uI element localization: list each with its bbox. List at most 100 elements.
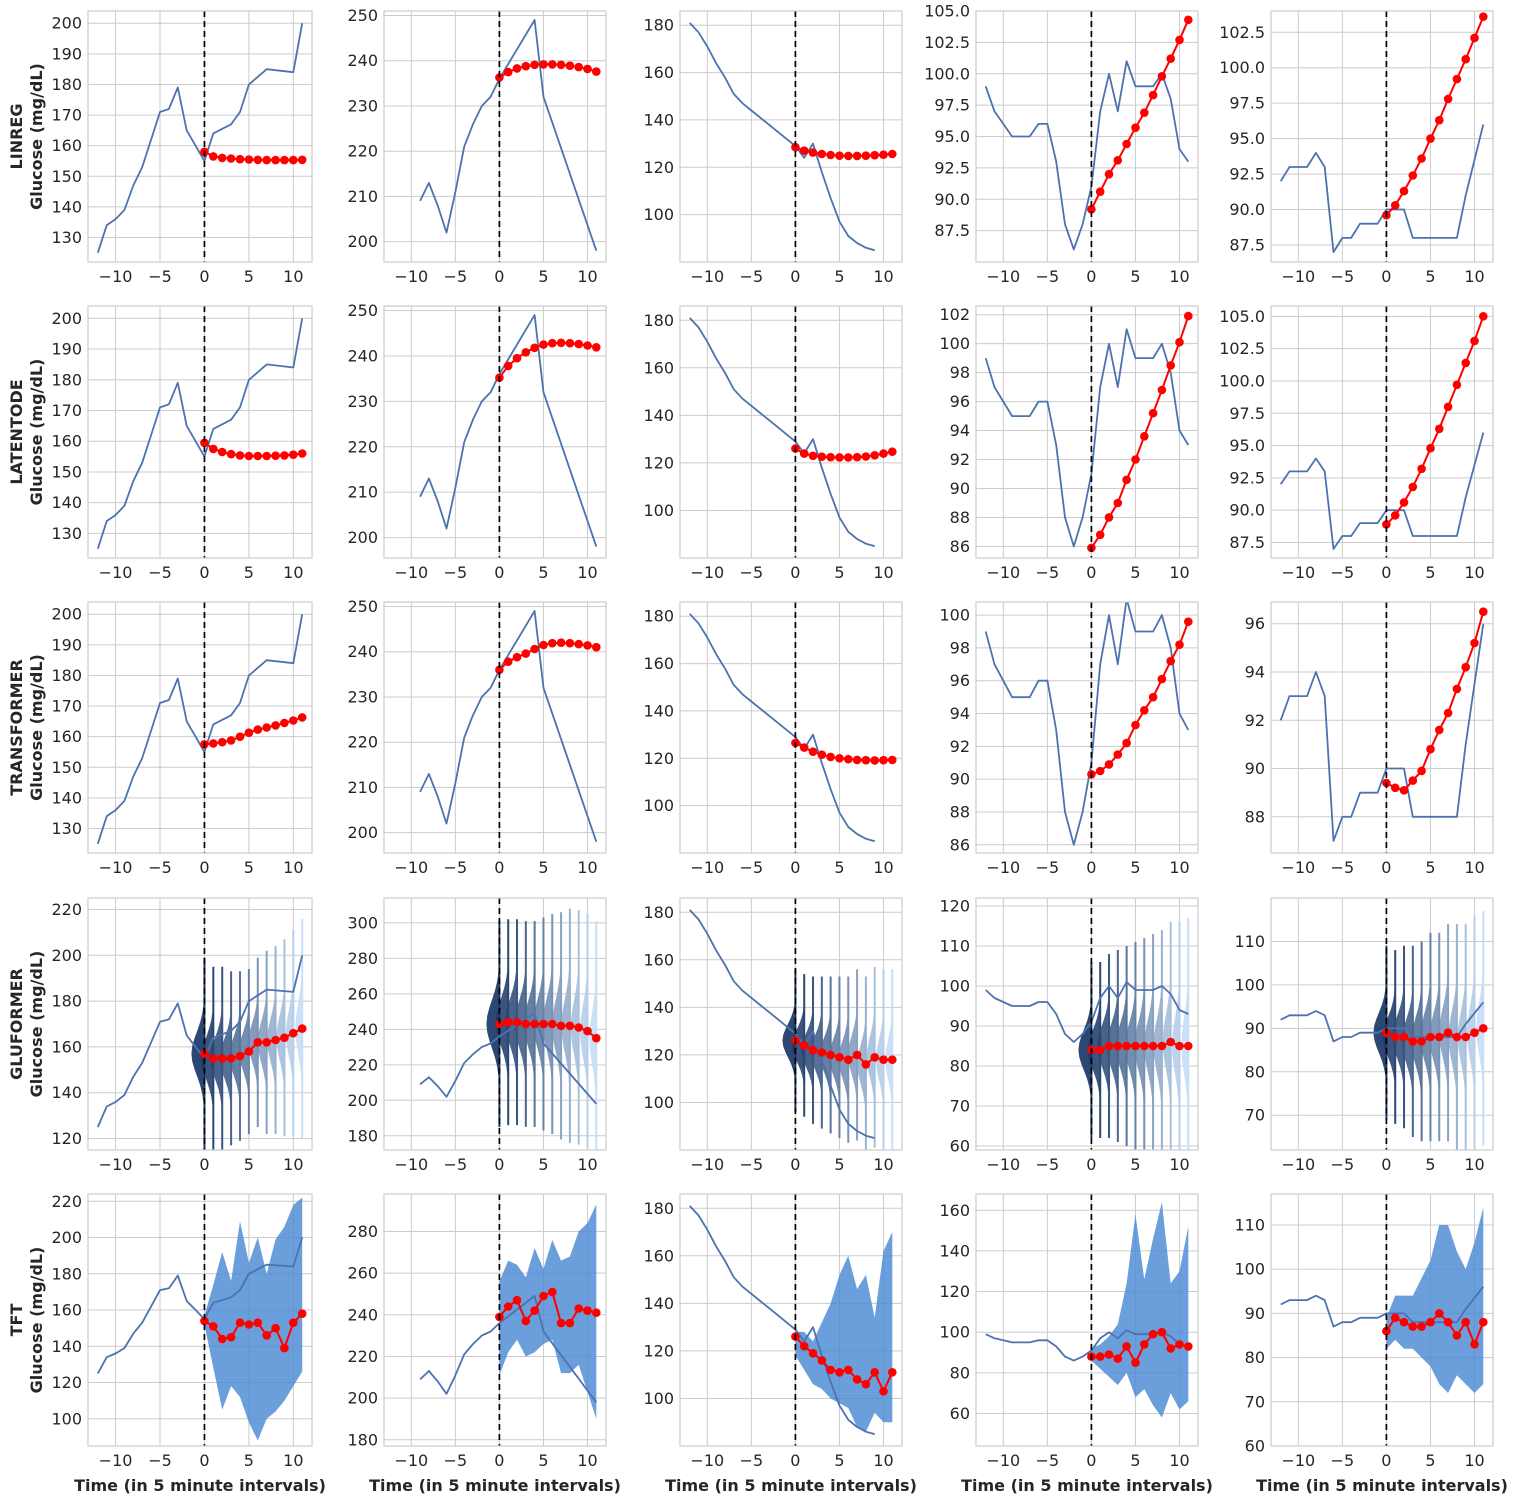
forecast-point: [280, 451, 289, 460]
forecast-point: [817, 452, 827, 462]
x-tick-label: −5: [148, 1451, 172, 1470]
actual-glucose-line: [1280, 1286, 1485, 1328]
forecast-points: [200, 1024, 307, 1063]
forecast-point: [1175, 640, 1184, 649]
forecast-point: [826, 1365, 835, 1375]
x-tick-label: −5: [444, 1155, 468, 1174]
y-tick-label: 102.5: [1219, 23, 1265, 42]
actual-glucose-line: [419, 19, 598, 251]
forecast-point: [565, 1021, 575, 1031]
forecast-point: [879, 1055, 888, 1064]
forecast-point: [1184, 1041, 1193, 1051]
x-tick-label: 0: [790, 563, 800, 582]
forecast-point: [1461, 1317, 1470, 1327]
y-tick-labels: 180 200 220 240 260 280 300: [347, 913, 378, 1145]
forecast-point: [817, 1048, 827, 1057]
forecast-point: [1166, 361, 1175, 370]
y-tick-label: 100: [939, 977, 970, 996]
forecast-point: [1461, 1032, 1470, 1042]
x-tick-label: 5: [1130, 858, 1140, 877]
y-tick-labels: 100 120 140 160 180: [643, 607, 674, 815]
forecast-point: [1166, 54, 1175, 63]
y-tick-label: 100: [643, 1093, 674, 1112]
x-tick-label: 5: [538, 563, 548, 582]
forecast-point: [1140, 1041, 1149, 1051]
forecast-point: [226, 1332, 236, 1342]
forecast-point: [888, 447, 897, 457]
forecast-point: [1113, 156, 1123, 165]
y-tick-label: 100: [643, 796, 674, 815]
y-tick-label: 190: [51, 44, 82, 63]
forecast-point: [1113, 750, 1123, 759]
panel-frame: [383, 897, 607, 1151]
forecast-point: [1184, 311, 1193, 321]
y-tick-labels: 86 88 90 92 94 96 98 100: [939, 606, 970, 855]
forecast-point: [1104, 513, 1114, 522]
x-tick-label: 0: [199, 1451, 209, 1470]
forecast-point: [1148, 1041, 1158, 1051]
forecast-point: [280, 1033, 289, 1042]
y-tick-label: 190: [51, 635, 82, 654]
y-tick-label: 200: [51, 1228, 82, 1247]
forecast-point: [503, 361, 513, 371]
violin-step-0: [1373, 945, 1387, 1120]
forecast-line: [1090, 315, 1190, 549]
y-tick-label: 92.5: [1229, 468, 1265, 487]
y-tick-label: 200: [347, 1091, 378, 1110]
x-tick-label: 0: [1381, 1155, 1391, 1174]
violin-step-1: [791, 974, 805, 1117]
forecast-point: [1148, 692, 1158, 702]
violin-step-0: [486, 921, 500, 1127]
plot-area: [984, 15, 1193, 251]
y-tick-label: 100: [939, 334, 970, 353]
x-tick-label: −10: [394, 1451, 428, 1470]
forecast-point: [1461, 54, 1470, 64]
y-tick-label: 96: [950, 392, 970, 411]
x-tick-label: −10: [690, 1451, 724, 1470]
forecast-point: [548, 1019, 557, 1029]
forecast-point: [539, 1291, 548, 1301]
y-tick-label: 160: [643, 358, 674, 377]
y-tick-labels: 87.5 90.0 92.5 95.0 97.5 100.0 102.5: [1219, 23, 1265, 255]
forecast-point: [1157, 72, 1167, 81]
y-tick-label: 140: [51, 197, 82, 216]
y-tick-label: 97.5: [1229, 94, 1265, 113]
forecast-point: [1435, 1309, 1444, 1318]
forecast-points: [200, 438, 307, 461]
y-tick-label: 180: [51, 666, 82, 685]
plot-area: [97, 1197, 307, 1441]
forecast-point: [1417, 766, 1426, 776]
actual-glucose-line: [1279, 623, 1485, 842]
x-tick-label: 5: [244, 1155, 254, 1174]
y-tick-label: 160: [643, 63, 674, 82]
x-tick-label: −5: [740, 267, 764, 286]
forecast-point: [512, 64, 522, 73]
panel-frame: [87, 601, 313, 854]
forecast-points: [1382, 312, 1488, 529]
x-tick-labels: −10 −5 0 5 10: [986, 858, 1189, 877]
forecast-point: [844, 1055, 853, 1064]
forecast-point: [1443, 94, 1453, 104]
y-tick-label: 160: [643, 654, 674, 673]
y-tick-label: 86: [950, 537, 970, 556]
forecast-point: [209, 1322, 218, 1331]
panel-frame: [679, 305, 903, 559]
forecast-point: [200, 1316, 209, 1326]
forecast-point: [217, 1334, 227, 1344]
x-tick-label: −5: [1331, 267, 1355, 286]
y-tick-label: 120: [51, 1129, 82, 1148]
y-tick-label: 92.5: [1229, 165, 1265, 184]
violin-step-1: [200, 966, 214, 1150]
panel-frame: [679, 1193, 903, 1447]
y-tick-label: 160: [51, 136, 82, 155]
forecast-point: [539, 340, 548, 349]
forecast-point: [289, 450, 298, 460]
forecast-point: [1443, 708, 1453, 718]
forecast-point: [297, 713, 307, 722]
x-tick-label: 0: [1086, 563, 1096, 582]
forecast-point: [1417, 464, 1426, 474]
forecast-point: [879, 1387, 888, 1396]
forecast-point: [548, 60, 557, 69]
y-tick-label: 120: [939, 1282, 970, 1301]
plot-area: [689, 317, 897, 547]
